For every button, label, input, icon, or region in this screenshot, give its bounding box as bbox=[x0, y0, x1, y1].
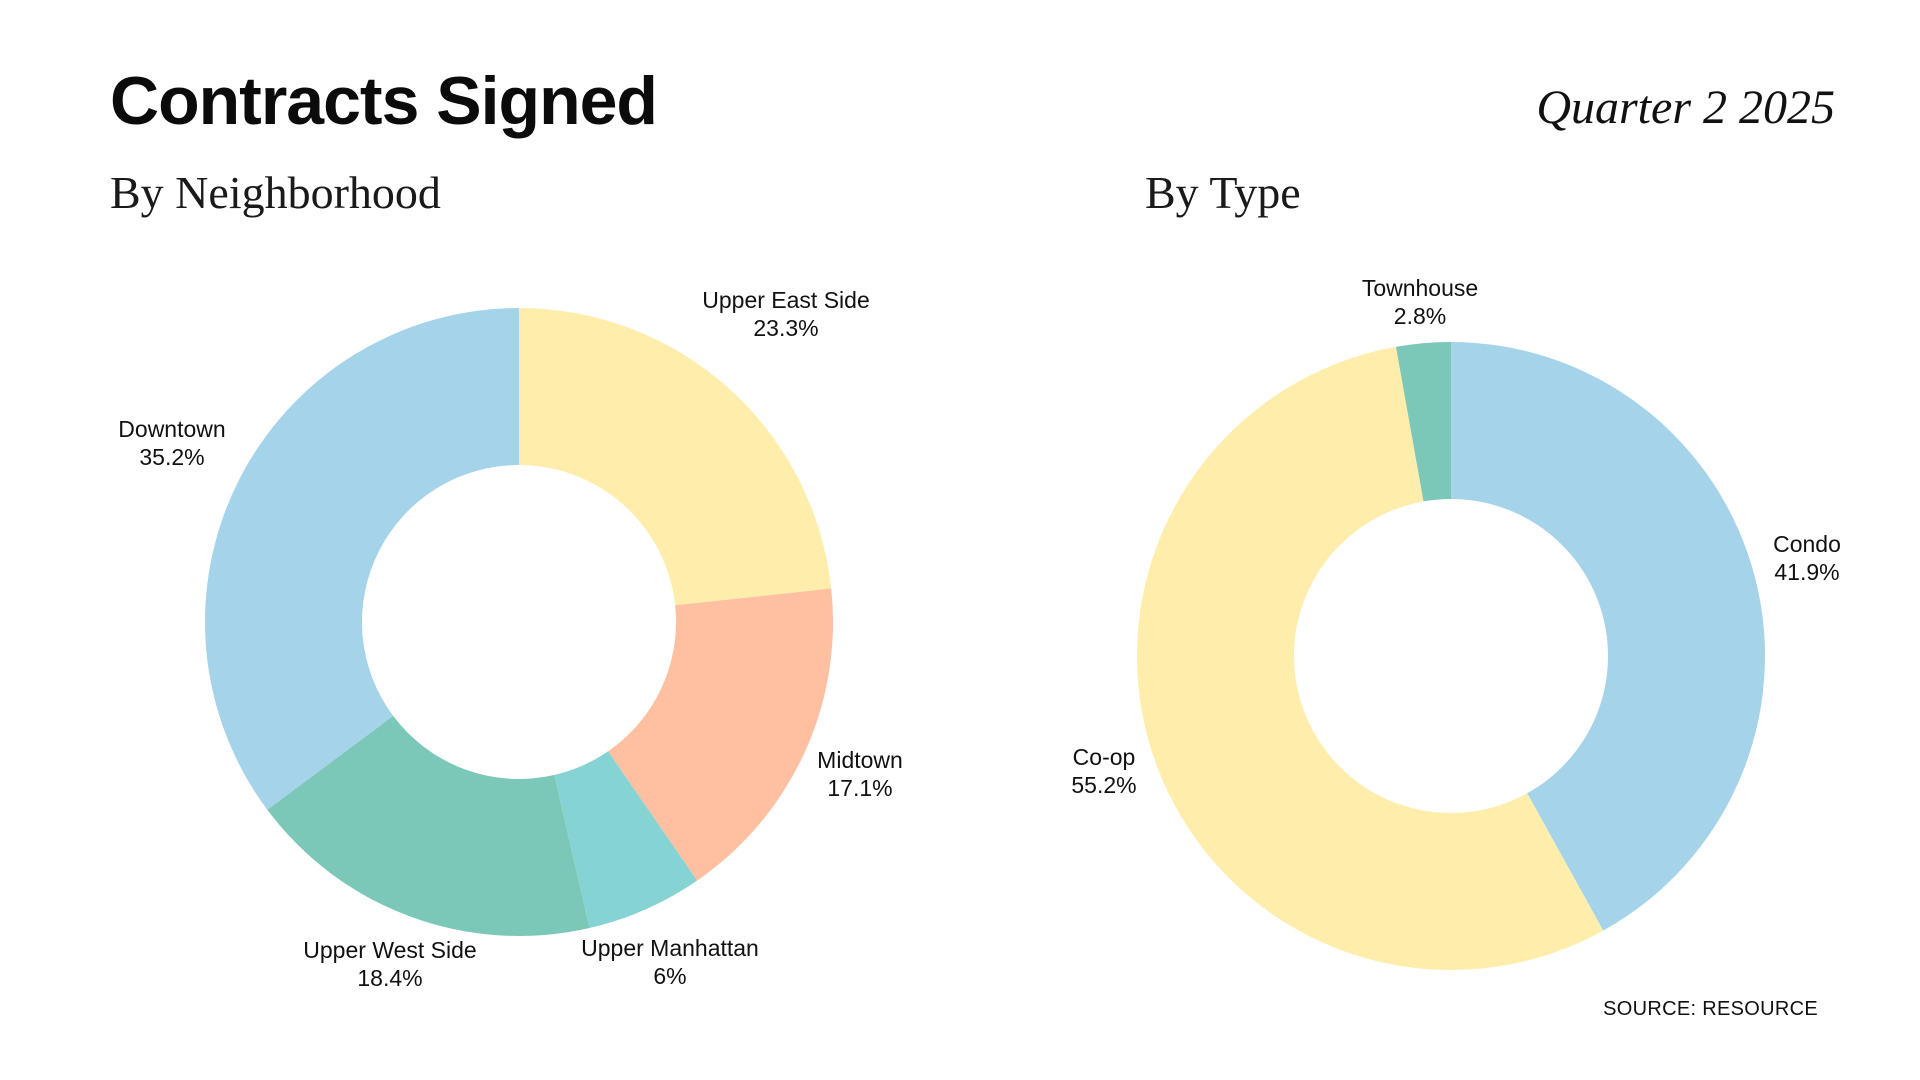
neighborhood-value-midtown: 17.1% bbox=[827, 775, 892, 801]
type-label-co-op: Co-op bbox=[1073, 744, 1136, 770]
period-label: Quarter 2 2025 bbox=[1536, 81, 1835, 134]
type-value-townhouse: 2.8% bbox=[1394, 303, 1446, 329]
neighborhood-value-upper-manhattan: 6% bbox=[653, 963, 686, 989]
neighborhood-label-downtown: Downtown bbox=[118, 416, 225, 442]
type-value-co-op: 55.2% bbox=[1071, 772, 1136, 798]
type-value-condo: 41.9% bbox=[1774, 559, 1839, 585]
neighborhood-label-upper-west-side: Upper West Side bbox=[303, 937, 476, 963]
type-slice-co-op bbox=[1136, 346, 1604, 971]
neighborhood-chart-subtitle: By Neighborhood bbox=[110, 167, 441, 218]
type-label-condo: Condo bbox=[1773, 531, 1841, 557]
neighborhood-label-upper-manhattan: Upper Manhattan bbox=[581, 935, 759, 961]
type-label-townhouse: Townhouse bbox=[1362, 275, 1478, 301]
neighborhood-slice-upper-manhattan bbox=[554, 751, 698, 929]
neighborhood-slice-upper-east-side bbox=[519, 308, 832, 606]
page-title: Contracts Signed bbox=[110, 63, 658, 139]
neighborhood-value-downtown: 35.2% bbox=[139, 444, 204, 470]
neighborhood-slice-midtown bbox=[608, 588, 833, 881]
neighborhood-label-midtown: Midtown bbox=[817, 747, 903, 773]
neighborhood-slice-downtown bbox=[204, 308, 519, 810]
neighborhood-label-upper-east-side: Upper East Side bbox=[702, 287, 869, 313]
type-chart-subtitle: By Type bbox=[1145, 167, 1301, 218]
neighborhood-value-upper-east-side: 23.3% bbox=[753, 315, 818, 341]
neighborhood-slice-upper-west-side bbox=[267, 715, 590, 937]
type-slice-townhouse bbox=[1395, 342, 1451, 502]
type-slice-condo bbox=[1451, 342, 1766, 931]
source-note: SOURCE: RESOURCE bbox=[1603, 998, 1818, 1020]
neighborhood-value-upper-west-side: 18.4% bbox=[357, 965, 422, 991]
